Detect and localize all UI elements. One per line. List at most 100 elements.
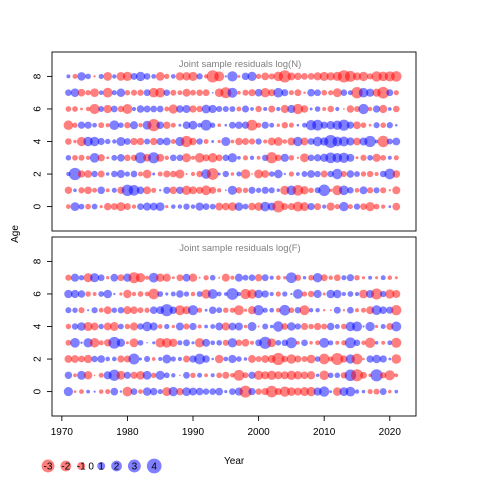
bubble <box>196 186 204 194</box>
bubble <box>241 338 250 347</box>
bubble <box>78 307 85 314</box>
bubble <box>65 274 72 281</box>
bubble <box>250 107 254 111</box>
bubble <box>222 202 230 211</box>
y-axis-label: Age <box>10 225 21 243</box>
bubble <box>155 273 165 282</box>
bubble <box>342 309 346 312</box>
bubble <box>321 323 328 330</box>
bubble <box>122 71 133 82</box>
bubble <box>181 153 192 163</box>
bubble <box>90 322 99 331</box>
bubble <box>265 385 278 398</box>
bubble <box>202 338 211 347</box>
bubble <box>318 184 330 197</box>
bubble <box>226 288 239 300</box>
bubble <box>163 89 171 96</box>
bubble <box>224 75 227 78</box>
bubble <box>261 170 270 178</box>
bubble <box>152 341 156 345</box>
bubble <box>255 105 262 113</box>
bubble <box>201 185 211 196</box>
bubble <box>320 170 328 178</box>
bubble <box>228 322 237 331</box>
bubble <box>268 89 276 97</box>
bubble <box>202 388 210 395</box>
bubble <box>355 156 359 160</box>
bubble <box>272 200 285 213</box>
bubble <box>392 202 401 211</box>
bubble <box>361 276 366 280</box>
bubble <box>230 372 235 378</box>
bubble <box>83 273 93 283</box>
bubble <box>137 89 144 96</box>
bubble <box>136 371 145 380</box>
bubble <box>379 388 387 396</box>
bubble <box>300 186 309 195</box>
bubble <box>353 203 361 210</box>
bubble <box>354 308 360 313</box>
bubble <box>89 103 100 115</box>
bubble <box>247 322 257 331</box>
bubble <box>294 323 301 330</box>
bubble <box>359 289 368 299</box>
bubble <box>89 136 100 147</box>
legend-label: -1 <box>77 462 86 473</box>
bubble <box>360 203 367 210</box>
bubble <box>85 90 91 96</box>
bubble <box>302 122 307 128</box>
bubble <box>108 336 121 349</box>
bubble <box>142 370 152 380</box>
bubble <box>307 138 315 145</box>
bubble <box>143 73 151 80</box>
bubble <box>80 341 83 345</box>
bubble <box>353 339 361 347</box>
bubble <box>83 371 93 380</box>
bubble <box>380 122 386 128</box>
bubble <box>142 321 152 332</box>
bubble <box>201 104 211 114</box>
bubble <box>142 387 152 396</box>
bubble <box>254 274 263 282</box>
bubble <box>183 203 190 210</box>
bubble <box>102 87 113 98</box>
bubble <box>207 153 218 163</box>
bubble <box>287 322 296 331</box>
bubble <box>163 372 170 379</box>
bubble <box>65 339 72 346</box>
bubble <box>98 372 104 378</box>
bubble <box>177 340 183 346</box>
bubble <box>368 123 372 127</box>
bubble <box>380 154 387 161</box>
bubble <box>222 339 229 346</box>
bubble <box>392 170 401 178</box>
bubble <box>112 74 117 79</box>
bubble <box>80 107 83 111</box>
bubble <box>202 355 210 363</box>
bubble <box>373 203 380 210</box>
bubble <box>239 385 252 398</box>
bubble <box>73 373 77 378</box>
bubble <box>274 154 282 162</box>
bubble <box>158 356 163 362</box>
bubble <box>89 152 100 163</box>
bubble <box>123 289 132 299</box>
bubble <box>247 289 257 299</box>
bubble <box>196 307 203 313</box>
bubble <box>78 274 85 281</box>
bubble <box>190 204 196 209</box>
bubble <box>262 307 268 313</box>
bubble <box>261 72 270 81</box>
bubble <box>122 386 133 397</box>
bubble <box>273 321 284 332</box>
bubble <box>366 355 374 363</box>
y-tick-label: 2 <box>33 171 44 177</box>
bubble <box>263 106 268 112</box>
bubble <box>281 89 289 97</box>
bubble <box>314 356 321 362</box>
bubble <box>381 340 386 345</box>
bubble <box>113 292 116 296</box>
bubble <box>93 390 96 393</box>
bubble <box>111 356 117 362</box>
bubble <box>175 72 185 81</box>
